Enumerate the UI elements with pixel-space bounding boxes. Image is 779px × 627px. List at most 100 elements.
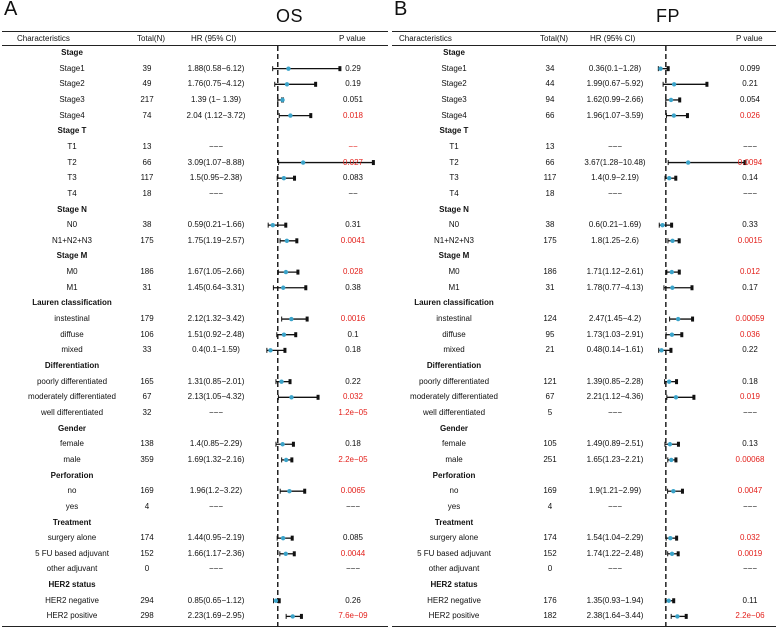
- total-n: 31: [545, 282, 555, 292]
- p-value: 0.012: [739, 267, 761, 277]
- p-value: 0.19: [345, 79, 361, 89]
- total-n: 66: [545, 110, 555, 120]
- characteristic-label: T4: [449, 188, 459, 198]
- hr-ci: 1.39(0.85−2.28): [586, 376, 644, 386]
- table-row: other adjuvant 0 −−− −−−: [0, 561, 390, 577]
- table-row: Stage3 217 1.39 (1− 1.39) 0.051: [0, 92, 390, 108]
- hr-ci: 1.67(1.05−2.66): [187, 267, 245, 277]
- total-n: 186: [140, 267, 154, 277]
- table-row: T3 117 1.5(0.95−2.38) 0.083: [0, 170, 390, 186]
- characteristic-label: HER2 negative: [45, 595, 99, 605]
- p-value: −−−: [742, 407, 757, 417]
- hr-point: [671, 489, 676, 494]
- ci-cap-high: [338, 66, 342, 72]
- hr-point: [669, 269, 674, 275]
- group-heading-row: Stage: [390, 45, 779, 61]
- hr-ci: 0.59(0.21−1.66): [187, 220, 245, 230]
- group-label: Gender: [439, 423, 469, 433]
- hr-ci: 1.96(1.2−3.22): [189, 486, 243, 496]
- panel-letter: B: [394, 0, 408, 20]
- p-value: 0.051: [342, 94, 364, 104]
- total-n: 38: [142, 220, 152, 230]
- p-value: 0.22: [345, 376, 361, 386]
- total-n: 44: [545, 79, 555, 89]
- hr-point: [675, 614, 680, 619]
- hr-point: [675, 316, 681, 322]
- hr-ci: −−−: [607, 501, 622, 511]
- total-n: 169: [140, 486, 154, 496]
- hr-point: [290, 614, 295, 619]
- panel-fp: B FP Characteristics Total(N) HR (95% CI) P v…: [390, 0, 779, 627]
- characteristic-label: instestinal: [436, 314, 472, 324]
- ci-cap-high: [676, 441, 680, 447]
- group-heading-row: Treatment: [390, 515, 779, 531]
- characteristic-label: M1: [66, 282, 78, 292]
- group-label: Stage: [443, 48, 465, 57]
- group-heading-row: Stage: [0, 45, 390, 61]
- total-n: 298: [140, 611, 154, 621]
- total-n: 117: [543, 173, 557, 183]
- characteristic-label: 5 FU based adjuvant: [35, 548, 109, 558]
- total-n: 74: [142, 110, 152, 120]
- table-row: 5 FU based adjuvant 152 1.66(1.17−2.36) 0.0…: [0, 546, 390, 562]
- group-heading-row: Stage T: [0, 123, 390, 139]
- table-row: instestinal 179 2.12(1.32−3.42) 0.0016: [0, 311, 390, 327]
- hr-ci: 2.21(1.12−4.36): [586, 392, 644, 402]
- characteristic-label: T3: [449, 173, 459, 183]
- total-n: 66: [545, 157, 555, 167]
- characteristic-label: well differentiated: [422, 407, 486, 417]
- characteristic-label: surgery alone: [47, 533, 97, 543]
- total-n: 18: [142, 188, 152, 198]
- p-value: 0.21: [742, 79, 758, 89]
- group-label: Stage T: [439, 126, 469, 136]
- hr-point: [281, 176, 287, 181]
- hr-ci: 1.96(1.07−3.59): [586, 110, 644, 120]
- table-row: HER2 negative 294 0.85(0.65−1.12) 0.26: [0, 593, 390, 609]
- table-row: Stage4 74 2.04 (1.12−3.72) 0.018: [0, 108, 390, 124]
- header-characteristics: Characteristics: [399, 34, 452, 43]
- total-n: 186: [543, 267, 557, 277]
- hr-point: [658, 66, 663, 71]
- hr-point: [669, 457, 674, 463]
- header-characteristics: Characteristics: [17, 34, 70, 43]
- hr-ci: 2.23(1.69−2.95): [187, 611, 245, 621]
- hr-point: [667, 442, 673, 447]
- characteristic-label: other adjuvant: [428, 564, 480, 574]
- p-value: 0.099: [739, 63, 761, 73]
- hr-point: [289, 395, 294, 400]
- total-n: 4: [144, 501, 150, 511]
- panel-os: A OS Characteristics Total(N) HR (95% CI) P v…: [0, 0, 390, 627]
- group-label: Stage M: [438, 251, 470, 261]
- hr-ci: 1.49(0.89−2.51): [586, 439, 644, 449]
- p-value: 0.00059: [735, 314, 765, 324]
- hr-point: [283, 551, 288, 556]
- characteristic-label: Stage4: [59, 110, 85, 120]
- total-n: 152: [543, 548, 557, 558]
- ci-cap-high: [290, 535, 294, 541]
- hr-ci: 1.62(0.99−2.66): [586, 94, 644, 104]
- total-n: 217: [140, 94, 154, 104]
- characteristic-label: Stage1: [441, 63, 467, 73]
- ci-cap-high: [680, 488, 684, 494]
- table-row: Stage4 66 1.96(1.07−3.59) 0.026: [390, 108, 779, 124]
- p-value: −−: [348, 188, 358, 198]
- header-bottom-rule: [392, 45, 776, 46]
- total-n: 174: [140, 533, 154, 543]
- p-value: 0.0094: [737, 157, 763, 167]
- panel-title: FP: [656, 6, 681, 26]
- group-label: Stage M: [56, 251, 88, 261]
- table-row: N0 38 0.59(0.21−1.66) 0.31: [0, 217, 390, 233]
- hr-point: [273, 598, 279, 603]
- hr-point: [669, 332, 675, 337]
- ci-cap-high: [669, 347, 673, 353]
- characteristic-label: Stage3: [59, 94, 85, 104]
- hr-point: [669, 551, 675, 556]
- ci-cap-high: [675, 535, 679, 541]
- ci-cap-high: [690, 285, 694, 291]
- hr-point: [283, 457, 289, 463]
- table-row: mixed 33 0.4(0.1−1.59) 0.18: [0, 342, 390, 358]
- table-row: T2 66 3.09(1.07−8.88) 0.027: [0, 155, 390, 171]
- header-p-value: P value: [339, 34, 366, 43]
- total-n: 0: [144, 564, 150, 574]
- ci-cap-high: [314, 81, 318, 87]
